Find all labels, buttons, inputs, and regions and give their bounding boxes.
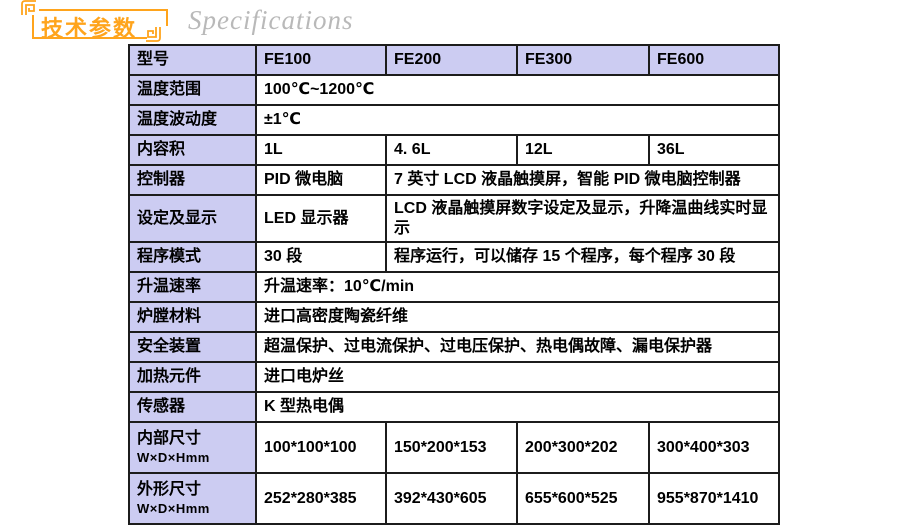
spec-value-cell: 655*600*525 [516,472,650,526]
table-row: 炉膛材料 进口高密度陶瓷纤维 [128,301,780,334]
row-label-cell: 炉膛材料 [128,301,257,334]
table-row: 传感器 K 型热电偶 [128,391,780,424]
spec-value-cell: 4. 6L [385,134,518,166]
spec-value-cell: 955*870*1410 [648,472,780,526]
spec-value-cell: 252*280*385 [255,472,387,526]
frame-line-bottom [32,37,147,39]
row-label-cell: 外形尺寸 W×D×Hmm [128,472,257,526]
table-row: 升温速率 升温速率：10℃/min [128,271,780,304]
spec-value-cell: 超温保护、过电流保护、过电压保护、热电偶故障、漏电保护器 [255,331,780,364]
spec-value-cell: K 型热电偶 [255,391,780,424]
spec-value-cell: 进口高密度陶瓷纤维 [255,301,780,334]
row-label-cell: 升温速率 [128,271,257,304]
spec-value-cell: 进口电炉丝 [255,361,780,394]
table-row: 控制器 PID 微电脑 7 英寸 LCD 液晶触摸屏，智能 PID 微电脑控制器 [128,164,780,196]
row-label-cell: 程序模式 [128,241,257,274]
spec-value-cell: 100℃~1200℃ [255,74,780,106]
spec-value-cell: 300*400*303 [648,421,780,475]
page-title: 技术参数 [41,16,138,41]
spec-value-cell: 200*300*202 [516,421,650,475]
page-subtitle: Specifications [188,5,354,35]
spec-value-cell: 100*100*100 [255,421,387,475]
table-row: 温度范围 100℃~1200℃ [128,74,780,106]
frame-line-top [39,9,168,11]
table-row: 外形尺寸 W×D×Hmm 252*280*385 392*430*605 655*600… [128,472,780,526]
row-label-cell: 内容积 [128,134,257,166]
col-header-model: FE600 [648,44,780,76]
frame-line-left [32,15,34,39]
specifications-table: 型号 FE100 FE200 FE300 FE600 温度范围 100℃~1200℃ 温度波… [128,44,780,526]
spec-value-cell: 升温速率：10℃/min [255,271,780,304]
meander-ornament-icon [146,27,161,42]
table-row: 内部尺寸 W×D×Hmm 100*100*100 150*200*153 200*300… [128,421,780,475]
col-header-model: FE100 [255,44,387,76]
spec-value-cell: LED 显示器 [255,193,387,244]
title-ornament-frame: 技术参数 [21,0,176,43]
spec-table-head-row: 型号 FE100 FE200 FE300 FE600 [128,44,780,76]
table-row: 设定及显示 LED 显示器 LCD 液晶触摸屏数字设定及显示，升降温曲线实时显示 [128,193,780,244]
row-label-cell: 设定及显示 [128,193,257,244]
spec-value-cell: 12L [516,134,650,166]
col-header-model: FE200 [385,44,518,76]
table-row: 内容积 1L 4. 6L 12L 36L [128,134,780,166]
spec-value-cell: 1L [255,134,387,166]
spec-value-cell: 150*200*153 [385,421,518,475]
spec-value-cell: 30 段 [255,241,387,274]
spec-value-cell: 392*430*605 [385,472,518,526]
row-label-cell: 加热元件 [128,361,257,394]
spec-value-cell: 程序运行，可以储存 15 个程序，每个程序 30 段 [385,241,780,274]
row-label-cell: 内部尺寸 W×D×Hmm [128,421,257,475]
spec-value-cell: LCD 液晶触摸屏数字设定及显示，升降温曲线实时显示 [385,193,780,244]
frame-line-right [166,9,168,26]
meander-ornament-icon [21,0,36,15]
row-label-cell: 传感器 [128,391,257,424]
row-label-cell: 控制器 [128,164,257,196]
table-row: 程序模式 30 段程序运行，可以储存 15 个程序，每个程序 30 段 [128,241,780,274]
table-row: 安全装置 超温保护、过电流保护、过电压保护、热电偶故障、漏电保护器 [128,331,780,364]
row-label-cell: 温度范围 [128,74,257,106]
spec-value-cell: 7 英寸 LCD 液晶触摸屏，智能 PID 微电脑控制器 [385,164,780,196]
row-label-cell: 安全装置 [128,331,257,364]
spec-value-cell: 36L [648,134,780,166]
spec-table-body: 温度范围 100℃~1200℃ 温度波动度 ±1℃ 内容积 1L 4. 6L 12L 36L 控制… [128,74,780,526]
spec-value-cell: PID 微电脑 [255,164,387,196]
spec-value-cell: ±1℃ [255,104,780,136]
col-header-param: 型号 [128,44,257,76]
table-row: 加热元件 进口电炉丝 [128,361,780,394]
row-label-cell: 温度波动度 [128,104,257,136]
col-header-model: FE300 [516,44,650,76]
table-row: 温度波动度 ±1℃ [128,104,780,136]
